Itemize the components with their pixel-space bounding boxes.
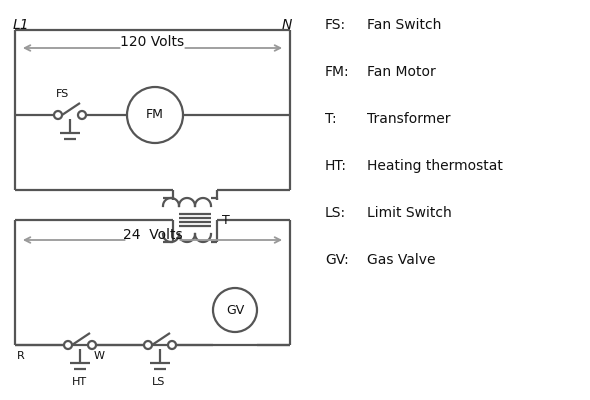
Text: 24  Volts: 24 Volts — [123, 228, 182, 242]
Circle shape — [88, 341, 96, 349]
Text: R: R — [17, 351, 25, 361]
Text: FS:: FS: — [325, 18, 346, 32]
Text: HT: HT — [72, 377, 87, 387]
Text: T:: T: — [325, 112, 337, 126]
Circle shape — [168, 341, 176, 349]
Text: LS:: LS: — [325, 206, 346, 220]
Text: FM:: FM: — [325, 65, 350, 79]
Text: GV: GV — [226, 304, 244, 316]
Text: Limit Switch: Limit Switch — [367, 206, 452, 220]
Text: Fan Switch: Fan Switch — [367, 18, 441, 32]
Text: N: N — [281, 18, 292, 32]
Text: FM: FM — [146, 108, 164, 122]
Text: Heating thermostat: Heating thermostat — [367, 159, 503, 173]
Text: Fan Motor: Fan Motor — [367, 65, 436, 79]
Text: Gas Valve: Gas Valve — [367, 253, 435, 267]
Text: 120 Volts: 120 Volts — [120, 35, 185, 49]
Text: LS: LS — [152, 377, 165, 387]
Text: HT:: HT: — [325, 159, 347, 173]
Text: T: T — [222, 214, 230, 226]
Circle shape — [64, 341, 72, 349]
Circle shape — [78, 111, 86, 119]
Text: Transformer: Transformer — [367, 112, 451, 126]
Circle shape — [144, 341, 152, 349]
Text: W: W — [94, 351, 105, 361]
Text: L1: L1 — [13, 18, 30, 32]
Text: GV:: GV: — [325, 253, 349, 267]
Circle shape — [54, 111, 62, 119]
Text: FS: FS — [56, 89, 69, 99]
